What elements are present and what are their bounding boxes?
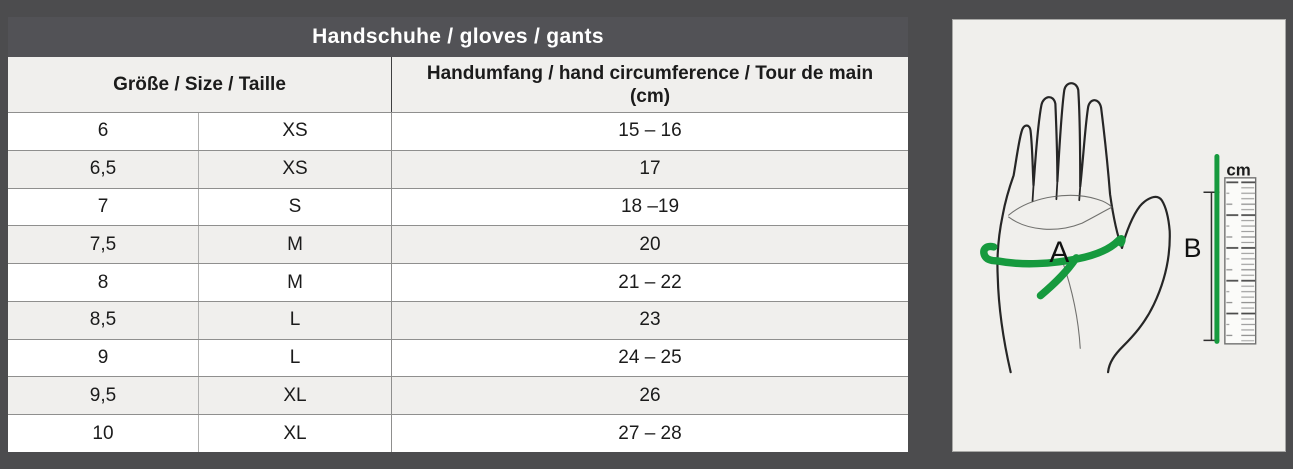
size-number-cell: 6,5	[8, 150, 199, 188]
table-header-row: Größe / Size / Taille Handumfang / hand …	[8, 57, 908, 112]
circumference-band-tail	[1036, 254, 1080, 300]
table-body: 6 XS 15 – 16 6,5 XS 17 7 S 18 –19 7,5 M …	[8, 112, 908, 453]
size-letter-cell: M	[199, 264, 392, 301]
size-letter-cell: XS	[199, 150, 392, 188]
size-number-cell: 9,5	[8, 377, 199, 415]
ruler-tick-marks	[1226, 180, 1256, 342]
circumference-cell: 23	[639, 309, 661, 331]
size-letter-cell: XS	[199, 113, 392, 150]
size-number-cell: 9	[8, 339, 199, 377]
size-number-cell: 7,5	[8, 226, 199, 264]
header-size-column: Größe / Size / Taille	[8, 57, 392, 112]
size-letter-cell: L	[199, 339, 392, 377]
header-circumference-label: Handumfang / hand circumference / Tour d…	[426, 62, 874, 84]
size-number-cell: 8	[8, 264, 199, 301]
circumference-cell: 18 –19	[620, 195, 680, 217]
circumference-cell: 15 – 16	[618, 120, 682, 142]
hand-measurement-panel: A B cm	[952, 19, 1286, 452]
table-row: 7 S 18 –19	[8, 187, 908, 226]
table-row: 7,5 M 20	[8, 225, 908, 264]
circumference-cell: 20	[639, 233, 661, 255]
table-row: 8,5 L 23	[8, 300, 908, 339]
hand-outline	[996, 82, 1171, 374]
hand-diagram: A B cm	[980, 82, 1257, 374]
ruler-unit-label: cm	[1226, 160, 1250, 179]
circumference-cell: 26	[639, 384, 661, 406]
header-circumference-unit: (cm)	[629, 85, 671, 107]
size-letter-cell: L	[199, 301, 392, 339]
table-row: 6 XS 15 – 16	[8, 112, 908, 150]
size-letter-cell: XL	[199, 377, 392, 415]
table-row: 10 XL 27 – 28	[8, 414, 908, 453]
circumference-cell: 24 – 25	[618, 347, 682, 369]
circumference-cell: 21 – 22	[618, 271, 682, 293]
table-row: 9,5 XL 26	[8, 376, 908, 415]
size-number-cell: 8,5	[8, 301, 199, 339]
size-number-cell: 10	[8, 415, 199, 453]
size-letter-cell: S	[199, 188, 392, 226]
table-row: 9 L 24 – 25	[8, 338, 908, 377]
label-b: B	[1184, 233, 1202, 263]
finger-separation-lines	[1031, 180, 1082, 203]
label-a: A	[1049, 236, 1069, 269]
circumference-cell: 27 – 28	[618, 422, 682, 444]
size-letter-cell: M	[199, 226, 392, 264]
glove-size-table: Handschuhe / gloves / gants Größe / Size…	[8, 17, 908, 453]
table-row: 8 M 21 – 22	[8, 263, 908, 301]
table-title: Handschuhe / gloves / gants	[8, 17, 908, 57]
circumference-cell: 17	[639, 158, 661, 180]
size-number-cell: 7	[8, 188, 199, 226]
size-letter-cell: XL	[199, 415, 392, 453]
circumference-band	[980, 235, 1126, 268]
table-row: 6,5 XS 17	[8, 149, 908, 188]
header-circumference-column: Handumfang / hand circumference / Tour d…	[392, 57, 908, 112]
size-number-cell: 6	[8, 113, 199, 150]
